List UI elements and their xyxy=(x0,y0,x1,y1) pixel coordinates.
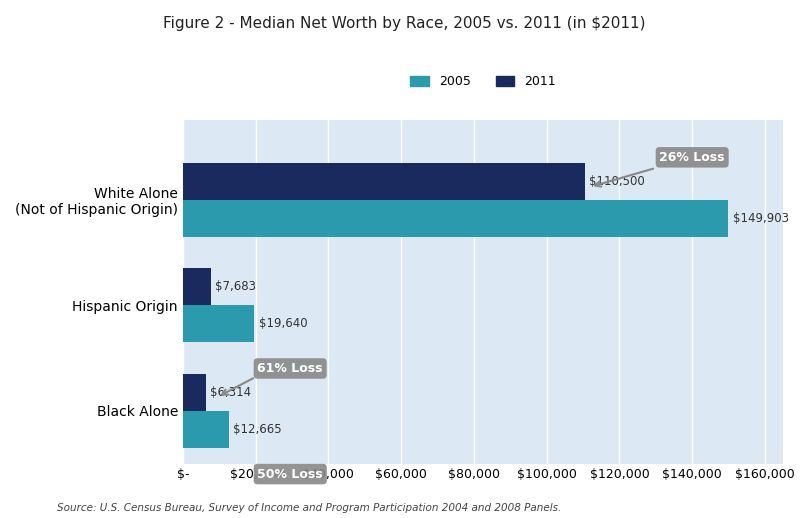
Bar xyxy=(183,199,728,237)
Bar xyxy=(183,305,254,342)
Text: 50% Loss: 50% Loss xyxy=(257,468,323,481)
Bar xyxy=(183,411,229,448)
Bar xyxy=(183,163,585,199)
Text: $6,314: $6,314 xyxy=(210,386,252,399)
Text: 61% Loss: 61% Loss xyxy=(257,362,323,375)
Text: Figure 2 - Median Net Worth by Race, 2005 vs. 2011 (in $2011): Figure 2 - Median Net Worth by Race, 200… xyxy=(163,16,646,31)
Text: 26% Loss: 26% Loss xyxy=(659,151,725,164)
Text: $19,640: $19,640 xyxy=(259,317,307,330)
Text: $7,683: $7,683 xyxy=(215,280,256,293)
Bar xyxy=(183,268,211,305)
Bar xyxy=(183,374,205,411)
Legend: 2005, 2011: 2005, 2011 xyxy=(410,75,556,88)
Text: $12,665: $12,665 xyxy=(233,423,282,436)
Text: Source: U.S. Census Bureau, Survey of Income and Program Participation 2004 and : Source: U.S. Census Bureau, Survey of In… xyxy=(57,503,561,513)
Text: $110,500: $110,500 xyxy=(589,175,645,188)
Text: $149,903: $149,903 xyxy=(733,211,789,224)
